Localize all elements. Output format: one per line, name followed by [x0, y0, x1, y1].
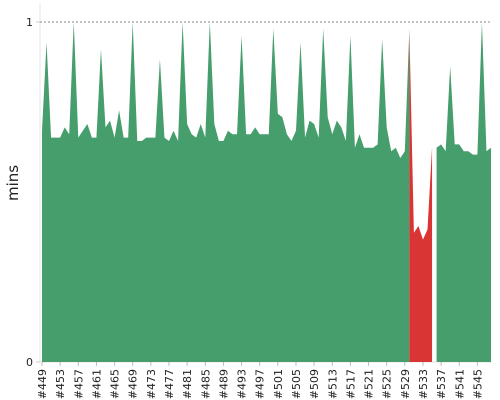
- x-tick-label: #473: [145, 369, 158, 399]
- x-tick-label: #537: [435, 369, 448, 399]
- x-tick-label: #493: [236, 369, 249, 399]
- x-tick-label: #489: [217, 369, 230, 399]
- x-tick-label: #453: [54, 369, 67, 399]
- x-tick-label: #533: [417, 369, 430, 399]
- x-tick-label: #545: [471, 369, 484, 399]
- x-tick-label: #529: [399, 369, 412, 399]
- x-tick-label: #465: [109, 369, 122, 399]
- x-tick-label: #485: [199, 369, 212, 399]
- x-tick-label: #457: [72, 369, 85, 399]
- x-tick-label: #521: [363, 369, 376, 399]
- y-tick-label: 1: [26, 16, 33, 29]
- y-axis-label: mins: [4, 165, 22, 201]
- area-layer: [42, 22, 491, 363]
- y-tick-label: 0: [26, 356, 33, 369]
- y-axis: 01: [26, 16, 40, 369]
- x-tick-label: #481: [181, 369, 194, 399]
- x-tick-label: #541: [453, 369, 466, 399]
- x-tick-label: #517: [344, 369, 357, 399]
- x-tick-label: #477: [163, 369, 176, 399]
- success-area: [436, 22, 491, 362]
- x-axis: #449 #453 #457 #461 #465 #469 #473 #477 #481 #485…: [36, 362, 484, 399]
- x-tick-label: #509: [308, 369, 321, 399]
- x-tick-label: #461: [90, 369, 103, 399]
- x-tick-label: #513: [326, 369, 339, 399]
- failure-area: [409, 28, 433, 363]
- x-tick-label: #501: [272, 369, 285, 399]
- success-area: [42, 22, 410, 362]
- x-tick-label: #505: [290, 369, 303, 399]
- x-tick-label: #449: [36, 369, 49, 399]
- x-tick-label: #497: [254, 369, 267, 399]
- x-tick-label: #469: [127, 369, 140, 399]
- x-tick-label: #525: [381, 369, 394, 399]
